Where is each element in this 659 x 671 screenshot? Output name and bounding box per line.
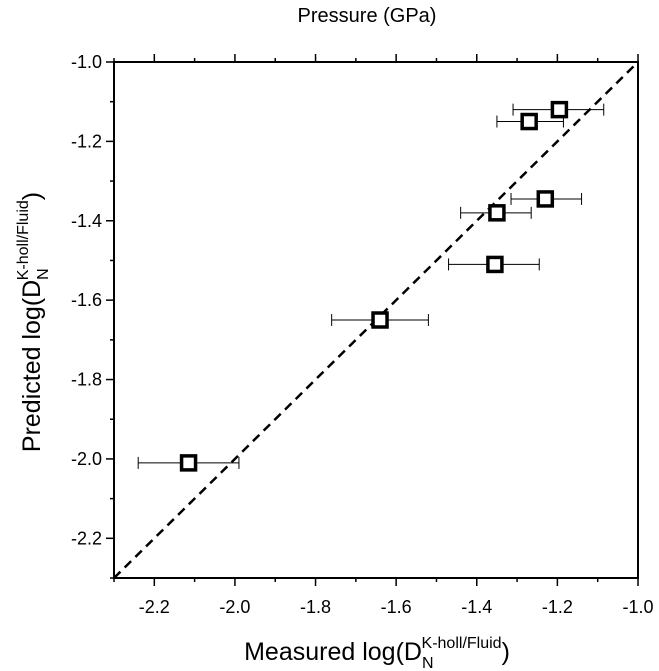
data-point-5 bbox=[536, 190, 555, 208]
y-tick-label: -2.0 bbox=[71, 449, 102, 469]
data-point-4 bbox=[488, 204, 506, 222]
x-axis-label: Measured log(DN K-holl/Fluid) bbox=[244, 635, 510, 671]
y-tick-label: -1.8 bbox=[71, 370, 102, 390]
data-point-3 bbox=[486, 255, 504, 274]
y-axis-label-sup: K-holl/Fluid bbox=[15, 200, 32, 280]
y-tick-label: -2.2 bbox=[71, 528, 102, 548]
x-axis-label-sub: N bbox=[422, 655, 434, 671]
y-axis-label-sub: N bbox=[35, 268, 52, 280]
y-tick-label: -1.0 bbox=[71, 52, 102, 72]
plot-frame bbox=[113, 61, 639, 579]
x-tick-label: -2.2 bbox=[139, 597, 170, 617]
y-axis-label: Predicted log(DNK-holl/Fluid) bbox=[15, 192, 52, 452]
data-point-layer bbox=[179, 100, 569, 472]
y-axis-label-close: ) bbox=[18, 192, 46, 200]
x-axis-label-close: ) bbox=[502, 638, 510, 666]
y-tick-label: -1.6 bbox=[71, 290, 102, 310]
y-tick-label: -1.4 bbox=[71, 211, 102, 231]
x-axis-label-sup: K-holl/Fluid bbox=[422, 635, 502, 652]
data-point-7 bbox=[550, 100, 569, 119]
x-axis-ticks: -2.2 -2.0 -1.8 -1.6 -1.4 -1.2 -1.0 bbox=[113, 54, 654, 617]
y-axis-ticks: -2.2 -2.0 -1.8 -1.6 -1.4 -1.2 -1.0 bbox=[71, 52, 114, 579]
top-axis-title: Pressure (GPa) bbox=[298, 5, 437, 27]
data-point-2 bbox=[371, 311, 389, 329]
data-point-6 bbox=[520, 112, 538, 131]
y-tick-label: -1.2 bbox=[71, 131, 102, 151]
x-tick-label: -1.8 bbox=[300, 597, 331, 617]
x-tick-label: -1.4 bbox=[461, 597, 492, 617]
x-tick-label: -1.0 bbox=[622, 597, 653, 617]
y-axis-label-main: Predicted log(D bbox=[18, 280, 46, 452]
x-tick-label: -2.0 bbox=[219, 597, 250, 617]
x-axis-label-main: Measured log(D bbox=[244, 638, 422, 666]
x-tick-label: -1.6 bbox=[381, 597, 412, 617]
data-point-1 bbox=[179, 454, 198, 472]
error-bar-layer bbox=[137, 103, 605, 469]
x-tick-label: -1.2 bbox=[542, 597, 573, 617]
